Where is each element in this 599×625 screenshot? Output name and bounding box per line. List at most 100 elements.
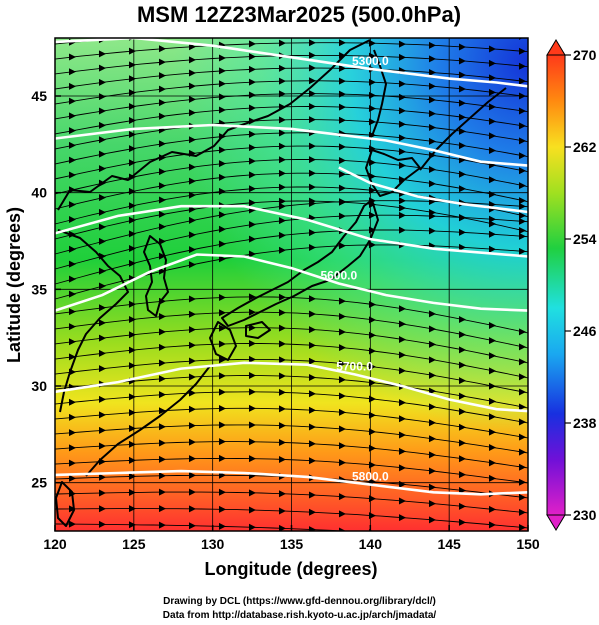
wind-arrow — [399, 107, 406, 115]
wind-arrow — [129, 216, 136, 224]
wind-arrow — [189, 505, 196, 513]
wind-arrow — [279, 142, 286, 150]
wind-arrow — [459, 57, 466, 65]
wind-arrow — [189, 539, 196, 546]
wind-arrow — [159, 196, 166, 204]
wind-arrow — [399, 431, 406, 439]
coastline-ryukyu — [85, 365, 211, 477]
wind-arrow — [159, 72, 166, 80]
wind-arrow — [309, 183, 316, 191]
wind-arrow — [129, 230, 136, 238]
coastline-china-coast — [57, 229, 129, 413]
wind-arrow — [399, 226, 406, 234]
wind-arrow — [459, 142, 466, 150]
wind-arrow — [369, 158, 376, 166]
coastline-sakhalin — [371, 49, 387, 137]
wind-arrow — [489, 146, 496, 154]
wind-arrow — [309, 169, 316, 177]
wind-arrow — [519, 167, 526, 175]
wind-arrow — [369, 331, 376, 339]
wind-arrow — [279, 64, 286, 72]
wind-arrow — [99, 520, 106, 528]
wind-arrow — [189, 69, 196, 77]
wind-arrow — [189, 389, 196, 397]
wind-arrow — [489, 352, 496, 360]
wind-arrow — [219, 146, 226, 154]
wind-arrow — [189, 109, 196, 117]
wind-arrow — [249, 324, 256, 332]
wind-arrow — [129, 505, 136, 513]
streamline — [55, 80, 528, 105]
wind-arrow — [519, 554, 526, 561]
wind-arrow — [339, 52, 346, 60]
wind-arrow — [279, 372, 286, 380]
wind-arrow — [159, 439, 166, 447]
wind-arrow — [309, 64, 316, 72]
wind-arrow — [279, 455, 286, 463]
wind-arrow — [489, 190, 496, 198]
wind-arrow — [219, 309, 226, 317]
wind-arrow — [489, 474, 496, 482]
wind-arrow — [69, 275, 76, 283]
wind-arrow — [99, 505, 106, 513]
wind-arrow — [369, 39, 376, 47]
wind-arrow — [459, 243, 466, 251]
wind-arrow — [159, 182, 166, 190]
wind-arrow — [369, 316, 376, 324]
wind-arrow — [99, 304, 106, 312]
wind-arrow — [459, 423, 466, 431]
wind-arrow — [399, 40, 406, 48]
wind-arrow — [99, 426, 106, 434]
wind-arrow — [249, 220, 256, 228]
wind-arrow — [369, 347, 376, 355]
wind-arrow — [279, 169, 286, 177]
credit-drawing: Drawing by DCL (https://www.gfd-dennou.o… — [163, 596, 436, 607]
wind-arrow — [489, 459, 496, 467]
wind-arrow — [219, 255, 226, 263]
colorbar-tick-label: 246 — [573, 323, 597, 339]
wind-arrow — [69, 141, 76, 149]
streamline — [55, 491, 528, 514]
wind-arrow — [339, 212, 346, 220]
wind-arrow — [399, 415, 406, 423]
wind-arrow — [309, 116, 316, 124]
wind-arrow — [189, 30, 196, 37]
wind-arrow — [189, 56, 196, 64]
wind-arrow — [429, 435, 436, 443]
wind-arrow — [489, 220, 496, 228]
colorbar-tick-label: 238 — [573, 415, 597, 431]
wind-arrow — [69, 171, 76, 179]
wind-arrow — [159, 505, 166, 513]
wind-arrow — [159, 58, 166, 66]
wind-arrow — [429, 483, 436, 491]
wind-arrow — [219, 187, 226, 195]
wind-arrow — [129, 47, 136, 55]
streamline — [55, 67, 528, 90]
wind-arrow — [219, 388, 226, 396]
streamline — [55, 93, 528, 120]
streamline — [55, 375, 528, 409]
streamline — [55, 311, 528, 349]
wind-arrow — [429, 467, 436, 475]
y-tick-label: 45 — [31, 88, 47, 104]
wind-arrow — [309, 27, 316, 34]
wind-arrow — [399, 548, 406, 555]
wind-arrow — [369, 363, 376, 371]
wind-arrow — [249, 293, 256, 301]
height-contour-line — [55, 38, 528, 88]
x-tick-label: 140 — [359, 536, 383, 552]
wind-arrow — [99, 473, 106, 481]
wind-arrow — [189, 295, 196, 303]
wind-arrow — [69, 260, 76, 268]
wind-arrow — [129, 117, 136, 125]
wind-arrow — [159, 455, 166, 463]
wind-arrow — [429, 110, 436, 118]
wind-arrow — [459, 228, 466, 236]
wind-arrow — [279, 183, 286, 191]
wind-arrow — [69, 245, 76, 253]
wind-arrow — [519, 227, 526, 235]
wind-arrow — [429, 310, 436, 318]
wind-arrow — [279, 324, 286, 332]
wind-arrow — [519, 373, 526, 381]
wind-arrow — [519, 182, 526, 190]
